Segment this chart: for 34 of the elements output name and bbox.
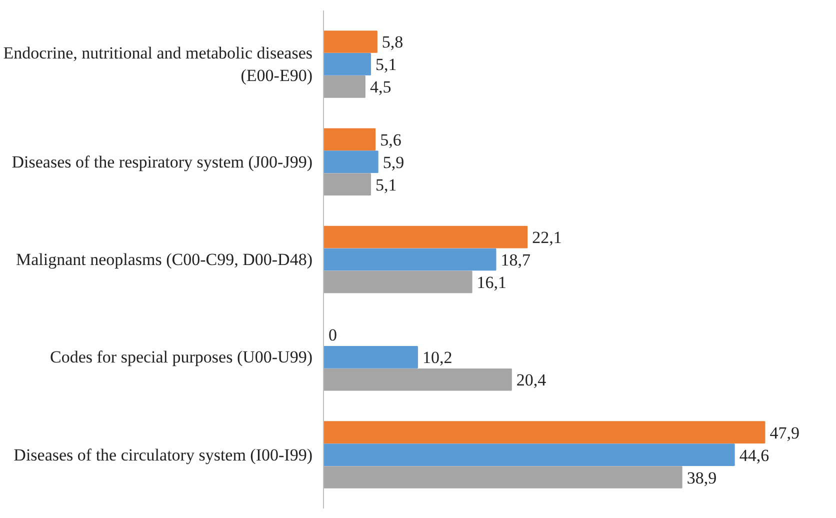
data-label: 10,2 xyxy=(422,348,452,368)
y-tick-label: Endocrine, nutritional and metabolic diseases (E00-E90) xyxy=(3,43,313,86)
data-label: 5,1 xyxy=(375,175,397,194)
y-tick-label: Codes for special purposes (U00-U99) xyxy=(50,348,313,367)
data-label: 44,6 xyxy=(739,446,770,465)
bar xyxy=(324,173,371,196)
bar xyxy=(324,53,371,76)
data-label: 22,1 xyxy=(532,228,562,248)
bar xyxy=(324,128,376,151)
data-label: 47,9 xyxy=(770,423,800,442)
data-label: 5,6 xyxy=(380,130,402,150)
y-tick-label: Diseases of the circulatory system (I00-I99) xyxy=(14,445,313,464)
bar xyxy=(324,421,766,444)
data-label: 18,7 xyxy=(500,250,532,270)
data-label: 4,5 xyxy=(370,78,392,97)
bar xyxy=(324,270,472,294)
data-label: 5,8 xyxy=(382,32,404,52)
bar xyxy=(324,444,735,466)
data-label: 0 xyxy=(328,326,337,345)
data-label: 5,9 xyxy=(382,152,404,172)
y-tick-label: Malignant neoplasms (C00-C99, D00-D48) xyxy=(16,250,313,269)
data-label: 20,4 xyxy=(516,370,547,390)
data-label: 5,1 xyxy=(375,55,397,74)
bar xyxy=(324,150,378,174)
y-tick-label: Diseases of the respiratory system (J00-J99) xyxy=(12,152,313,172)
bar xyxy=(324,466,682,488)
bar xyxy=(324,75,366,98)
bar xyxy=(324,30,378,53)
bar xyxy=(324,226,528,248)
data-label: 16,1 xyxy=(476,272,507,292)
bar xyxy=(324,248,496,271)
bar xyxy=(324,368,512,391)
data-label: 38,9 xyxy=(686,468,717,488)
bar xyxy=(324,346,418,368)
